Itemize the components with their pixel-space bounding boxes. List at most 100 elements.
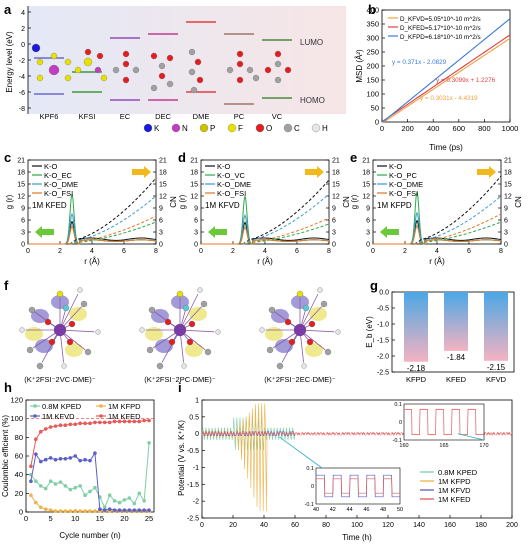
molecule-atom bbox=[150, 52, 158, 60]
legend-atom-label: F bbox=[238, 124, 243, 133]
inset-bottom-xtick-label: 44 bbox=[347, 507, 353, 513]
molecule-name-pc: PC bbox=[234, 112, 245, 121]
ce-data-point bbox=[68, 487, 73, 492]
msd-series-kfvd bbox=[381, 37, 511, 123]
rdf-cn-tick-label: 0 bbox=[159, 242, 163, 249]
structure-bond bbox=[59, 293, 79, 331]
panel-a-ylabel: Energy level (eV) bbox=[5, 31, 14, 93]
rdf-e-gr-kopc bbox=[373, 191, 502, 245]
rdf-condition-label: 1M KFPD bbox=[377, 201, 412, 210]
rdf-c-ytick-label: 0 bbox=[21, 242, 25, 249]
rdf-e-xtick-label: 4 bbox=[435, 248, 439, 255]
ce-data-point bbox=[88, 421, 92, 426]
ce-data-point bbox=[83, 493, 87, 498]
molecule-name-ec: EC bbox=[120, 112, 131, 121]
ce-data-point bbox=[93, 509, 97, 513]
orbital-lobe bbox=[265, 327, 283, 341]
ce-data-point bbox=[43, 457, 48, 462]
rdf-c-ytick-label: 6 bbox=[21, 218, 25, 225]
legend-atom-n-icon bbox=[171, 123, 181, 133]
structure-atom bbox=[61, 363, 67, 369]
ce-data-point bbox=[137, 419, 142, 424]
rdf-xlabel: r (Å) bbox=[84, 257, 100, 266]
ce-data-point bbox=[117, 508, 122, 512]
rdf-condition-label: 1M KFED bbox=[32, 201, 67, 210]
ce-data-point bbox=[127, 496, 132, 500]
structure-atom bbox=[164, 318, 172, 326]
structure-atom bbox=[176, 290, 184, 298]
rdf-d-ytick-label: 21 bbox=[190, 158, 198, 165]
structure-atom bbox=[317, 287, 323, 293]
legend-atom-c-icon bbox=[283, 123, 293, 133]
rdf-legend-label: K-O_PC bbox=[389, 171, 418, 180]
molecule-atom bbox=[100, 74, 108, 82]
pot-legend-label: 1M KFVD bbox=[438, 486, 471, 495]
structure-atom bbox=[324, 348, 332, 356]
pot-xtick-label: 100 bbox=[351, 522, 363, 529]
inset-bottom-xtick-label: 50 bbox=[397, 507, 403, 513]
rdf-c-ytick-label: 18 bbox=[17, 170, 25, 177]
ce-xlabel: Cycle number (n) bbox=[59, 531, 121, 540]
structure-bond bbox=[281, 329, 301, 363]
eb-ytick-label: -2.5 bbox=[377, 370, 389, 377]
structure-bond bbox=[299, 293, 319, 331]
msd-xtick-label: 800 bbox=[478, 124, 491, 133]
structure-atom bbox=[173, 323, 187, 337]
ce-data-point bbox=[137, 508, 142, 512]
panel-a-ytick-label: 0 bbox=[21, 42, 25, 49]
rdf-legend-label: K-O_FSI bbox=[44, 189, 73, 198]
structure-bond bbox=[179, 293, 199, 331]
panel-a-ytick-label: -8 bbox=[19, 106, 25, 113]
ce-data-point bbox=[112, 419, 117, 424]
molecule-atom bbox=[226, 66, 234, 74]
structure-atom bbox=[62, 304, 70, 312]
structure-atom bbox=[293, 323, 307, 337]
ce-data-point bbox=[122, 508, 127, 512]
panel-letter-f: f bbox=[4, 278, 9, 293]
inset-top-xtick-label: 170 bbox=[479, 443, 488, 449]
molecule-name-kpf6: KPF6 bbox=[40, 112, 59, 121]
molecule-atom bbox=[236, 50, 244, 58]
molecule-atom bbox=[122, 50, 130, 58]
rdf-legend-label: K-O_VC bbox=[217, 171, 246, 180]
molecule-atom bbox=[64, 58, 72, 66]
rdf-e-ytick-label: 12 bbox=[362, 194, 370, 201]
structure-atom bbox=[182, 304, 190, 312]
molecule-name-dme: DME bbox=[193, 112, 210, 121]
ce-data-point bbox=[29, 464, 33, 469]
legend-atom-p-icon bbox=[199, 123, 209, 133]
rdf-cn-tick-label: 21 bbox=[504, 158, 512, 165]
lumo-label: LUMO bbox=[300, 38, 323, 47]
orbital-lobe bbox=[309, 307, 327, 321]
molecule-atom bbox=[64, 74, 72, 82]
ce-ytick-label: 0 bbox=[19, 508, 23, 517]
ce-data-point bbox=[58, 457, 63, 461]
rdf-condition-label: 1M KFVD bbox=[205, 201, 240, 210]
legend-atom-label: P bbox=[210, 124, 215, 133]
rdf-d-ytick-label: 3 bbox=[194, 230, 198, 237]
msd-series-kfpd bbox=[381, 18, 511, 123]
ce-data-point bbox=[73, 454, 78, 458]
molecule-atom bbox=[74, 66, 82, 74]
rdf-e-ytick-label: 9 bbox=[366, 206, 370, 213]
panel-letter-c: c bbox=[4, 150, 11, 165]
orbital-lobe bbox=[69, 307, 87, 321]
structure-atom bbox=[95, 329, 101, 335]
structure-atom bbox=[139, 327, 145, 333]
rdf-c-ytick-label: 21 bbox=[17, 158, 25, 165]
rdf-e-cn-curve bbox=[414, 213, 502, 245]
msd-xtick-label: 600 bbox=[453, 124, 466, 133]
rdf-cn-tick-label: 12 bbox=[332, 194, 340, 201]
pot-xtick-label: 120 bbox=[382, 522, 394, 529]
ce-data-point bbox=[78, 421, 82, 426]
molecule-atom bbox=[194, 58, 202, 66]
msd-xtick-label: 200 bbox=[401, 124, 414, 133]
structure-atom bbox=[259, 327, 265, 333]
msd-fit-kfed: y = 0.3099x + 1.2276 bbox=[436, 77, 496, 84]
structure-atom bbox=[26, 346, 34, 354]
inset-top-ytick-label: 0.1 bbox=[394, 402, 402, 408]
rdf-cn-tick-label: 6 bbox=[332, 218, 336, 225]
rdf-xlabel: r (Å) bbox=[429, 257, 445, 266]
orbital-lobe bbox=[189, 307, 207, 321]
